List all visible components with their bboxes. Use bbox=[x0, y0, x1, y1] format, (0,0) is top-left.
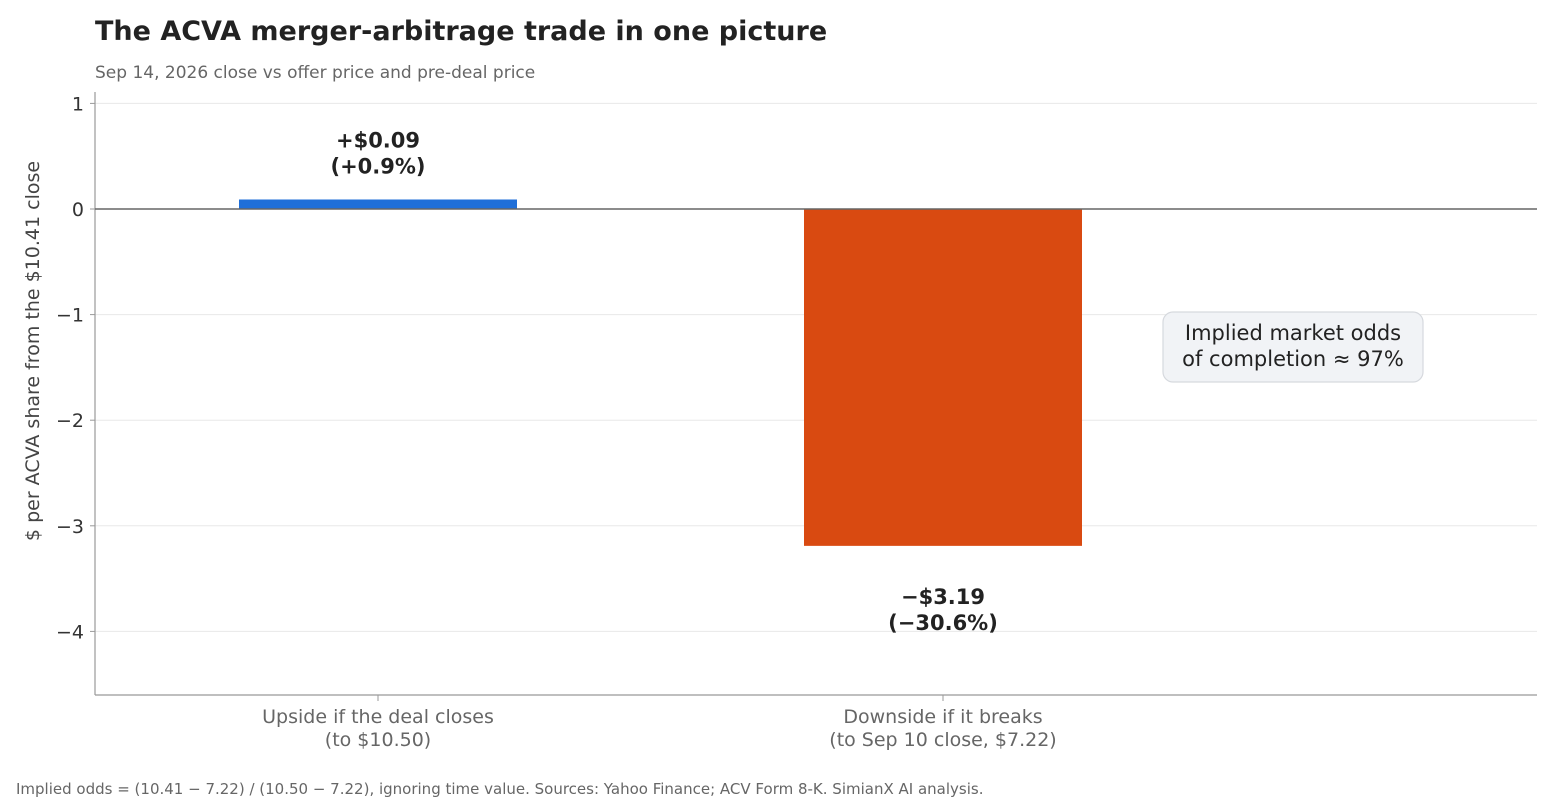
y-axis-label: $ per ACVA share from the $10.41 close bbox=[22, 161, 44, 541]
y-tick-label: 0 bbox=[72, 199, 84, 221]
bar-0 bbox=[239, 199, 517, 209]
category-label-1: Downside if it breaks (to Sep 10 close, $… bbox=[829, 706, 1056, 751]
y-tick-label: −1 bbox=[56, 305, 84, 327]
y-tick-label: −4 bbox=[56, 621, 84, 643]
annotation-text: Implied market odds of completion ≈ 97% bbox=[1182, 321, 1404, 371]
y-tick-label: −2 bbox=[56, 410, 84, 432]
chart-subtitle: Sep 14, 2026 close vs offer price and pr… bbox=[95, 63, 536, 83]
bar-1 bbox=[804, 209, 1082, 546]
chart-footnote: Implied odds = (10.41 − 7.22) / (10.50 −… bbox=[16, 780, 984, 798]
chart-title: The ACVA merger-arbitrage trade in one p… bbox=[95, 16, 828, 47]
data-label-1: −$3.19 (−30.6%) bbox=[888, 585, 998, 635]
data-label-0: +$0.09 (+0.9%) bbox=[330, 128, 425, 178]
y-tick-label: −3 bbox=[56, 516, 84, 538]
annotation-box bbox=[1162, 311, 1424, 383]
y-tick-label: 1 bbox=[72, 93, 84, 115]
category-label-0: Upside if the deal closes (to $10.50) bbox=[262, 706, 494, 751]
